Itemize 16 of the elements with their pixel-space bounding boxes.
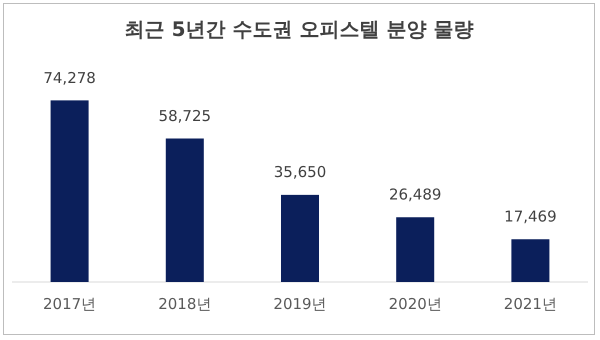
data-label: 35,650: [274, 163, 326, 182]
bar: [511, 239, 550, 282]
bar: [280, 194, 320, 282]
x-tick-label: 2018년: [158, 294, 212, 313]
x-tick-label: 2019년: [273, 294, 327, 313]
x-tick-label: 2017년: [43, 294, 96, 313]
bar: [166, 138, 204, 282]
bar: [50, 100, 89, 282]
data-label: 26,489: [388, 186, 442, 204]
data-label: 17,469: [504, 208, 557, 226]
bar: [396, 217, 434, 282]
data-label: 58,725: [158, 106, 212, 125]
x-tick-label: 2020년: [388, 294, 442, 313]
data-label: 74,278: [43, 68, 96, 87]
x-tick-label: 2021년: [504, 294, 557, 313]
chart-title: 최근 5년간 수도권 오피스텔 분양 물량: [124, 16, 474, 43]
